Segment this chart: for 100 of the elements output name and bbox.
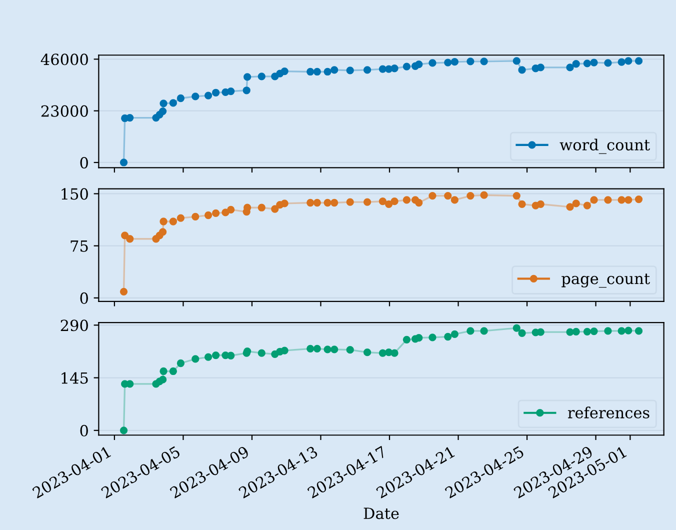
- point: [415, 334, 423, 342]
- y-tick-label: 75: [70, 240, 88, 252]
- point: [363, 198, 372, 206]
- point: [536, 64, 544, 72]
- point: [169, 218, 178, 226]
- point: [618, 196, 626, 204]
- point: [330, 66, 338, 74]
- y-tick-label: 145: [62, 372, 88, 384]
- point: [244, 73, 252, 81]
- point: [192, 212, 200, 220]
- point: [604, 59, 612, 67]
- point: [634, 57, 643, 65]
- point: [280, 67, 288, 76]
- point: [415, 198, 423, 207]
- point: [158, 228, 167, 236]
- point: [512, 324, 520, 332]
- point: [444, 332, 452, 341]
- point: [590, 58, 598, 66]
- point: [384, 200, 393, 208]
- point: [466, 192, 474, 200]
- point: [634, 195, 643, 204]
- point: [583, 328, 592, 336]
- point: [324, 198, 332, 207]
- point: [346, 198, 354, 206]
- point: [346, 346, 354, 354]
- point: [242, 86, 250, 94]
- point: [363, 348, 372, 356]
- point: [363, 66, 372, 74]
- y-tick-label: 46000: [40, 54, 88, 66]
- point: [204, 211, 212, 220]
- point: [227, 206, 235, 214]
- point: [204, 92, 212, 100]
- point: [618, 58, 626, 66]
- y-tick-label: 0: [80, 156, 88, 169]
- point: [212, 351, 220, 360]
- point: [518, 66, 526, 74]
- point: [428, 334, 436, 342]
- point: [330, 198, 338, 207]
- point: [192, 355, 200, 363]
- point: [212, 209, 220, 217]
- point: [227, 87, 235, 96]
- legend-label: page_count: [562, 274, 650, 288]
- y-tick-label: 0: [80, 424, 88, 436]
- point: [158, 376, 167, 384]
- point: [126, 380, 134, 388]
- point: [590, 327, 598, 336]
- point: [583, 202, 592, 210]
- point: [121, 232, 129, 240]
- point: [566, 328, 574, 336]
- point: [306, 68, 314, 76]
- point: [390, 349, 398, 357]
- point: [402, 336, 411, 344]
- point: [330, 346, 338, 354]
- point: [604, 327, 612, 335]
- point: [480, 58, 488, 66]
- point: [572, 328, 580, 336]
- point: [428, 192, 436, 200]
- point: [518, 329, 526, 337]
- point: [258, 204, 266, 212]
- point: [378, 349, 387, 357]
- point: [160, 367, 168, 376]
- point: [169, 367, 178, 376]
- point: [204, 353, 212, 361]
- point: [590, 196, 598, 204]
- point: [192, 92, 200, 100]
- point: [313, 344, 321, 353]
- point: [313, 198, 321, 207]
- legend-label: word_count: [560, 138, 650, 154]
- point: [158, 107, 167, 116]
- point: [618, 327, 626, 335]
- point: [244, 204, 252, 212]
- point: [324, 346, 332, 354]
- point: [466, 327, 474, 335]
- point: [120, 426, 128, 434]
- point: [120, 288, 128, 296]
- point: [566, 203, 574, 211]
- point: [120, 158, 128, 166]
- y-tick-label: 150: [62, 188, 88, 200]
- point: [450, 196, 458, 204]
- y-tick-label: 290: [60, 320, 88, 332]
- point: [324, 68, 332, 76]
- y-tick-label: 23000: [41, 105, 88, 117]
- point: [624, 196, 632, 204]
- point: [518, 200, 526, 208]
- point: [280, 346, 288, 354]
- point: [480, 327, 488, 335]
- point: [126, 114, 134, 122]
- point: [280, 200, 288, 208]
- legend-label: references: [568, 406, 650, 418]
- point: [306, 198, 314, 207]
- point: [126, 235, 134, 243]
- point: [624, 57, 632, 65]
- point: [624, 326, 632, 334]
- point: [536, 200, 544, 208]
- point: [415, 60, 423, 68]
- point: [450, 330, 458, 338]
- point: [346, 66, 354, 74]
- point: [176, 214, 185, 222]
- point: [466, 58, 474, 66]
- point: [378, 65, 387, 73]
